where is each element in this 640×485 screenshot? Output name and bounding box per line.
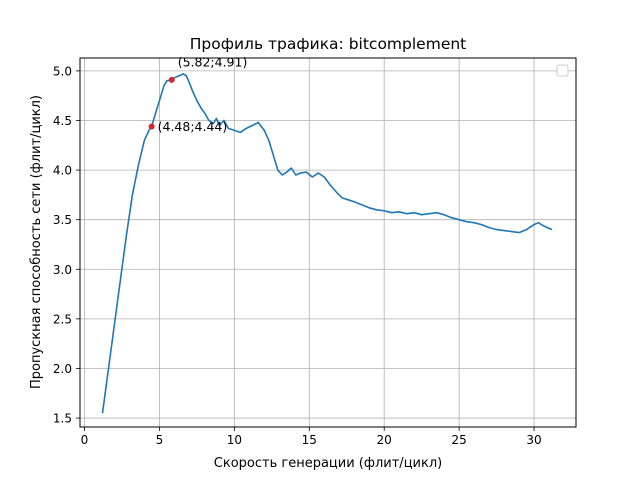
- annotations: (4.48;4.44) (5.82;4.91): [148, 54, 248, 134]
- y-tick-label: 3.0: [53, 263, 72, 277]
- x-tick-label: 15: [302, 433, 317, 447]
- y-tick-label: 1.5: [53, 412, 72, 426]
- y-tick-label: 4.5: [53, 114, 72, 128]
- axes-frame: [79, 57, 577, 428]
- y-tick-label: 3.5: [53, 213, 72, 227]
- x-tick-label: 20: [377, 433, 392, 447]
- y-tick-label: 2.5: [53, 312, 72, 326]
- annotated-point: [148, 123, 155, 130]
- x-axis-label: Скорость генерации (флит/цикл): [214, 456, 442, 471]
- y-axis-label: Пропускная способность сети (флит/цикл): [29, 95, 44, 389]
- x-tick-label: 10: [227, 433, 242, 447]
- x-tick-label: 25: [451, 433, 466, 447]
- legend-box: [556, 64, 569, 77]
- x-tick-label: 0: [81, 433, 89, 447]
- point-annotation: (5.82;4.91): [178, 54, 248, 69]
- y-tick-label: 2.0: [53, 362, 72, 376]
- axis-ticks: 0 5 10 15 20 25 30 1.5 2.0 2.5 3.0 3.5 4.0 4.5 5.0: [53, 64, 542, 447]
- point-annotation: (4.48;4.44): [158, 119, 228, 134]
- x-tick-label: 30: [526, 433, 541, 447]
- y-tick-label: 4.0: [53, 164, 72, 178]
- chart-title: Профиль трафика: bitcomplement: [190, 35, 467, 53]
- y-tick-label: 5.0: [53, 64, 72, 78]
- annotated-point: [168, 76, 175, 83]
- grid: [80, 58, 576, 427]
- plot-area: [101, 73, 553, 414]
- x-tick-label: 5: [156, 433, 164, 447]
- throughput-series-line: [101, 73, 553, 414]
